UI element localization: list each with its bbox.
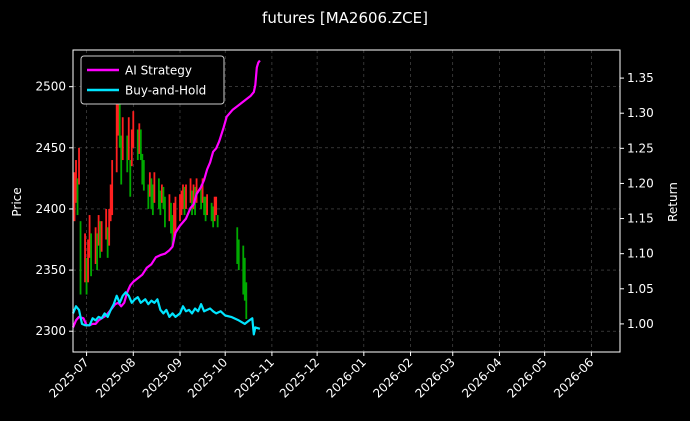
plot-frame bbox=[72, 49, 621, 353]
candle bbox=[243, 257, 246, 301]
candle bbox=[180, 190, 183, 216]
candle bbox=[159, 190, 162, 216]
candle bbox=[126, 135, 129, 173]
y-left-tick-label: 2400 bbox=[35, 202, 66, 216]
candle bbox=[161, 184, 163, 203]
candle bbox=[129, 160, 132, 197]
y-right-tick-label: 1.15 bbox=[627, 212, 654, 226]
candle bbox=[132, 111, 135, 148]
y-left-tick-label: 2500 bbox=[35, 80, 66, 94]
candle bbox=[79, 221, 82, 295]
candle bbox=[206, 194, 209, 216]
candle bbox=[142, 160, 145, 191]
candle bbox=[203, 196, 205, 216]
legend: AI Strategy Buy-and-Hold bbox=[80, 55, 225, 105]
candle bbox=[201, 178, 204, 203]
candle bbox=[109, 184, 112, 222]
candle bbox=[191, 190, 193, 216]
candle bbox=[171, 215, 174, 246]
legend-label-ai-strategy: AI Strategy bbox=[125, 64, 192, 78]
candle bbox=[85, 257, 88, 295]
y-right-tick-label: 1.10 bbox=[627, 247, 654, 261]
y-axis-left-title: Price bbox=[10, 187, 24, 216]
candle bbox=[151, 184, 154, 216]
y-left-tick-label: 2450 bbox=[35, 141, 66, 155]
candle bbox=[245, 282, 248, 319]
candle bbox=[115, 98, 118, 173]
candle bbox=[157, 178, 160, 209]
candle bbox=[210, 202, 213, 222]
candle bbox=[162, 186, 165, 209]
y-left-tick-label: 2300 bbox=[35, 324, 66, 338]
y-right-tick-label: 1.35 bbox=[627, 71, 654, 85]
y-right-tick-label: 1.00 bbox=[627, 317, 654, 331]
candle bbox=[88, 215, 91, 258]
candle bbox=[130, 129, 133, 167]
candle bbox=[237, 239, 240, 271]
candle bbox=[174, 196, 177, 234]
candle bbox=[168, 194, 171, 222]
series-line-buy-and-hold bbox=[71, 291, 261, 336]
y-right-tick-label: 1.25 bbox=[627, 141, 654, 155]
candle bbox=[73, 172, 76, 222]
candle bbox=[189, 178, 192, 203]
candle bbox=[147, 184, 150, 209]
candle bbox=[84, 233, 86, 283]
candle bbox=[96, 233, 99, 271]
legend-box bbox=[80, 55, 225, 105]
candle bbox=[242, 245, 245, 295]
candle bbox=[97, 215, 100, 246]
candlesticks bbox=[73, 86, 248, 319]
candle bbox=[204, 196, 207, 222]
candle bbox=[76, 178, 79, 216]
candle bbox=[185, 184, 187, 209]
legend-label-buy-and-hold: Buy-and-Hold bbox=[125, 84, 206, 98]
candle bbox=[118, 98, 121, 148]
y-right-tick-label: 1.05 bbox=[627, 282, 654, 296]
candle bbox=[141, 153, 144, 185]
candle bbox=[138, 123, 141, 154]
candle bbox=[127, 117, 130, 161]
candle bbox=[94, 227, 97, 264]
candle bbox=[215, 196, 218, 216]
candle bbox=[111, 160, 114, 216]
candle bbox=[78, 147, 80, 185]
candle bbox=[192, 184, 195, 209]
candle bbox=[105, 208, 108, 240]
candle bbox=[106, 227, 109, 258]
candle bbox=[200, 184, 202, 209]
candle bbox=[195, 178, 198, 203]
series-lines bbox=[71, 59, 261, 336]
candle bbox=[120, 135, 123, 185]
candle bbox=[213, 196, 216, 222]
y-left-tick-label: 2350 bbox=[35, 263, 66, 277]
candle bbox=[100, 221, 103, 252]
candle bbox=[117, 86, 120, 136]
candle bbox=[139, 129, 142, 161]
candle bbox=[170, 202, 172, 234]
candle bbox=[87, 239, 89, 283]
candle bbox=[150, 178, 153, 209]
candle bbox=[148, 172, 151, 197]
y-axis-right-title: Return bbox=[666, 182, 680, 222]
chart-title: futures [MA2606.ZCE] bbox=[262, 9, 428, 27]
candle bbox=[99, 221, 102, 258]
candle bbox=[136, 129, 139, 161]
candle bbox=[173, 202, 175, 240]
y-right-tick-label: 1.30 bbox=[627, 106, 654, 120]
y-right-tick-label: 1.20 bbox=[627, 176, 654, 190]
candle bbox=[108, 208, 111, 246]
candle bbox=[90, 233, 92, 277]
candle bbox=[212, 206, 215, 228]
candle bbox=[182, 184, 184, 209]
candle bbox=[216, 215, 219, 228]
candle bbox=[153, 172, 156, 203]
candle bbox=[164, 196, 166, 228]
candle bbox=[179, 194, 181, 222]
candle bbox=[183, 186, 186, 216]
candle bbox=[236, 227, 239, 264]
candle bbox=[121, 117, 124, 161]
candle bbox=[75, 160, 77, 203]
